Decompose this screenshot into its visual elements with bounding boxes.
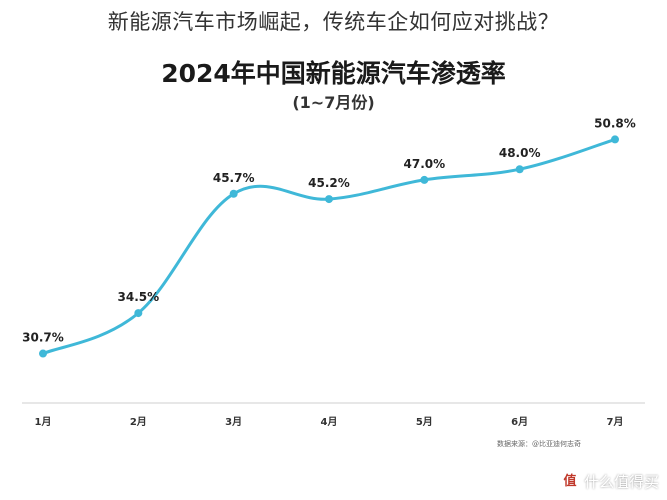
logo-icon: 值	[559, 471, 580, 492]
data-labels: 30.7% 34.5% 45.7% 45.2% 47.0% 48.0% 50.8%	[22, 116, 636, 344]
data-points	[39, 135, 619, 358]
data-point-1	[39, 349, 47, 358]
data-label-1: 30.7%	[22, 331, 64, 345]
data-label-5: 47.0%	[404, 157, 446, 171]
x-tick-label-7: 7月	[607, 416, 624, 428]
chart-title: 2024年中国新能源汽车渗透率	[161, 59, 506, 88]
x-tick-label-4: 4月	[321, 416, 338, 428]
x-tick-label-1: 1月	[35, 416, 52, 428]
chart-subtitle: (1~7月份)	[292, 93, 375, 112]
source-note: 数据来源：@比亚迪何志奇	[497, 440, 581, 448]
data-label-6: 48.0%	[499, 146, 541, 160]
x-tick-label-6: 6月	[511, 416, 528, 428]
data-point-7	[611, 135, 619, 144]
watermark-text: 什么值得买	[583, 473, 659, 491]
data-label-2: 34.5%	[118, 290, 160, 304]
series-line	[41, 137, 617, 356]
page-heading: 新能源汽车市场崛起，传统车企如何应对挑战？	[107, 10, 560, 34]
data-label-4: 45.2%	[308, 176, 350, 190]
data-point-3	[229, 189, 238, 198]
data-point-2	[134, 309, 143, 318]
data-label-3: 45.7%	[213, 171, 255, 185]
data-point-5	[420, 175, 429, 184]
x-tick-label-5: 5月	[416, 416, 433, 428]
x-axis-ticks: 1月 2月 3月 4月 5月 6月 7月	[35, 416, 624, 428]
x-tick-label-2: 2月	[130, 416, 147, 428]
data-label-7: 50.8%	[594, 116, 636, 130]
data-point-4	[325, 195, 333, 204]
watermark: 值 什么值得买	[559, 471, 659, 492]
x-tick-label-3: 3月	[225, 416, 242, 428]
data-point-6	[515, 165, 524, 174]
